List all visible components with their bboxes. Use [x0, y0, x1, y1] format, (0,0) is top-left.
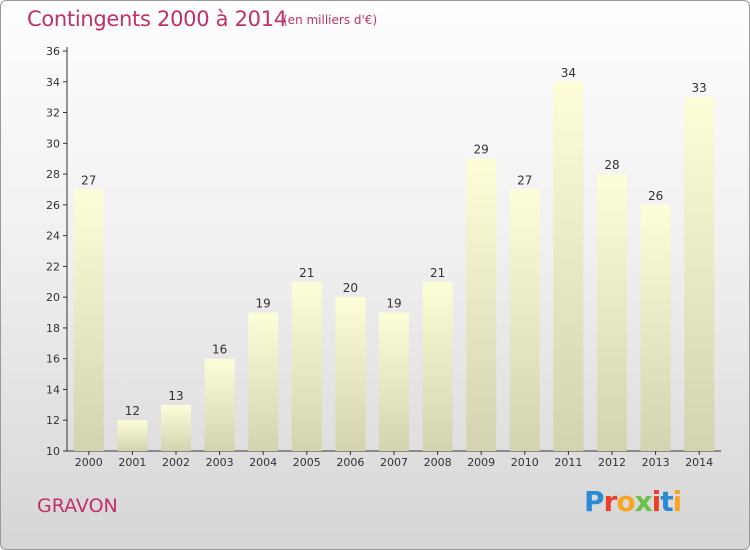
x-tick-label: 2006: [336, 456, 364, 469]
bar: [553, 81, 584, 452]
bar: [117, 420, 148, 451]
logo-letter: i: [672, 485, 683, 518]
data-label: 26: [648, 189, 663, 203]
data-label: 27: [517, 173, 532, 187]
data-label: 16: [212, 343, 227, 357]
x-tick-label: 2002: [162, 456, 190, 469]
x-tick-label: 2004: [249, 456, 277, 469]
y-tick-label: 18: [46, 322, 60, 335]
logo-letter: i: [651, 485, 662, 518]
x-tick-label: 2010: [511, 456, 539, 469]
y-tick-label: 14: [46, 383, 60, 396]
logo-letter: o: [616, 485, 635, 518]
y-tick-label: 12: [46, 414, 60, 427]
x-tick-label: 2003: [206, 456, 234, 469]
y-tick-label: 22: [46, 260, 60, 273]
data-label: 12: [125, 404, 140, 418]
y-tick-label: 26: [46, 199, 60, 212]
data-label: 19: [386, 297, 401, 311]
x-tick-label: 2014: [685, 456, 713, 469]
logo-letter: P: [584, 485, 605, 518]
x-tick-label: 2013: [642, 456, 670, 469]
y-tick-label: 28: [46, 168, 60, 181]
x-tick-label: 2009: [467, 456, 495, 469]
y-tick-label: 10: [46, 445, 60, 458]
bar: [204, 358, 235, 451]
y-tick-label: 32: [46, 107, 60, 120]
bar: [597, 174, 627, 452]
data-label: 13: [168, 389, 183, 403]
proxiti-logo: Proxiti: [584, 485, 683, 518]
logo-letter: x: [634, 485, 653, 518]
chart-title: Contingents 2000 à 2014: [27, 7, 287, 31]
data-label: 20: [343, 281, 358, 295]
bar: [248, 312, 279, 451]
x-tick-label: 2011: [554, 456, 582, 469]
x-tick-label: 2008: [424, 456, 452, 469]
bar: [335, 297, 366, 451]
town-name: GRAVON: [37, 495, 118, 517]
x-tick-label: 2012: [598, 456, 626, 469]
bar: [291, 281, 322, 451]
bar: [422, 281, 453, 451]
data-label: 33: [692, 81, 707, 95]
logo-letter: t: [660, 485, 673, 518]
data-label: 29: [474, 143, 489, 157]
data-label: 28: [604, 158, 619, 172]
bar: [684, 97, 715, 452]
data-label: 27: [81, 173, 96, 187]
y-tick-label: 36: [46, 45, 60, 58]
x-tick-label: 2007: [380, 456, 408, 469]
data-label: 34: [561, 66, 576, 80]
logo-letter: r: [603, 485, 618, 518]
data-label: 19: [256, 297, 271, 311]
bar: [379, 312, 409, 451]
bar: [466, 158, 497, 451]
chart-subtitle: (en milliers d'€): [283, 13, 378, 27]
bar: [73, 189, 104, 451]
data-label: 21: [430, 266, 445, 280]
y-tick-label: 24: [46, 230, 60, 243]
y-tick-label: 30: [46, 137, 60, 150]
bar: [509, 189, 540, 451]
data-label: 21: [299, 266, 314, 280]
bar: [161, 404, 191, 451]
x-tick-label: 2005: [293, 456, 321, 469]
y-tick-label: 20: [46, 291, 60, 304]
y-tick-label: 16: [46, 353, 60, 366]
y-tick-label: 34: [46, 76, 60, 89]
bar: [640, 204, 671, 451]
x-tick-label: 2001: [118, 456, 146, 469]
x-tick-label: 2000: [75, 456, 103, 469]
